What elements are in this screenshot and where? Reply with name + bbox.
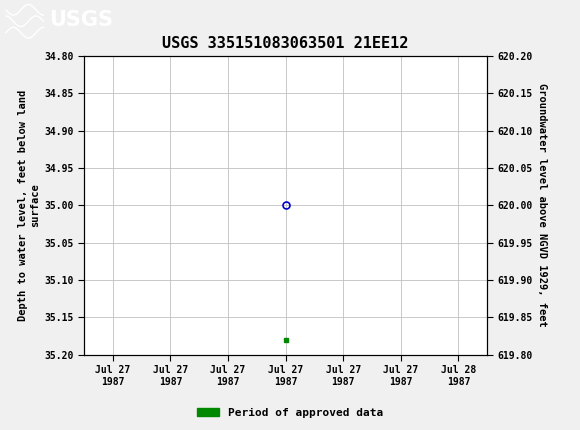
Text: USGS: USGS xyxy=(49,10,113,31)
Y-axis label: Groundwater level above NGVD 1929, feet: Groundwater level above NGVD 1929, feet xyxy=(537,83,547,327)
Title: USGS 335151083063501 21EE12: USGS 335151083063501 21EE12 xyxy=(162,36,409,51)
Y-axis label: Depth to water level, feet below land
surface: Depth to water level, feet below land su… xyxy=(18,90,40,321)
Legend: Period of approved data: Period of approved data xyxy=(193,403,387,422)
